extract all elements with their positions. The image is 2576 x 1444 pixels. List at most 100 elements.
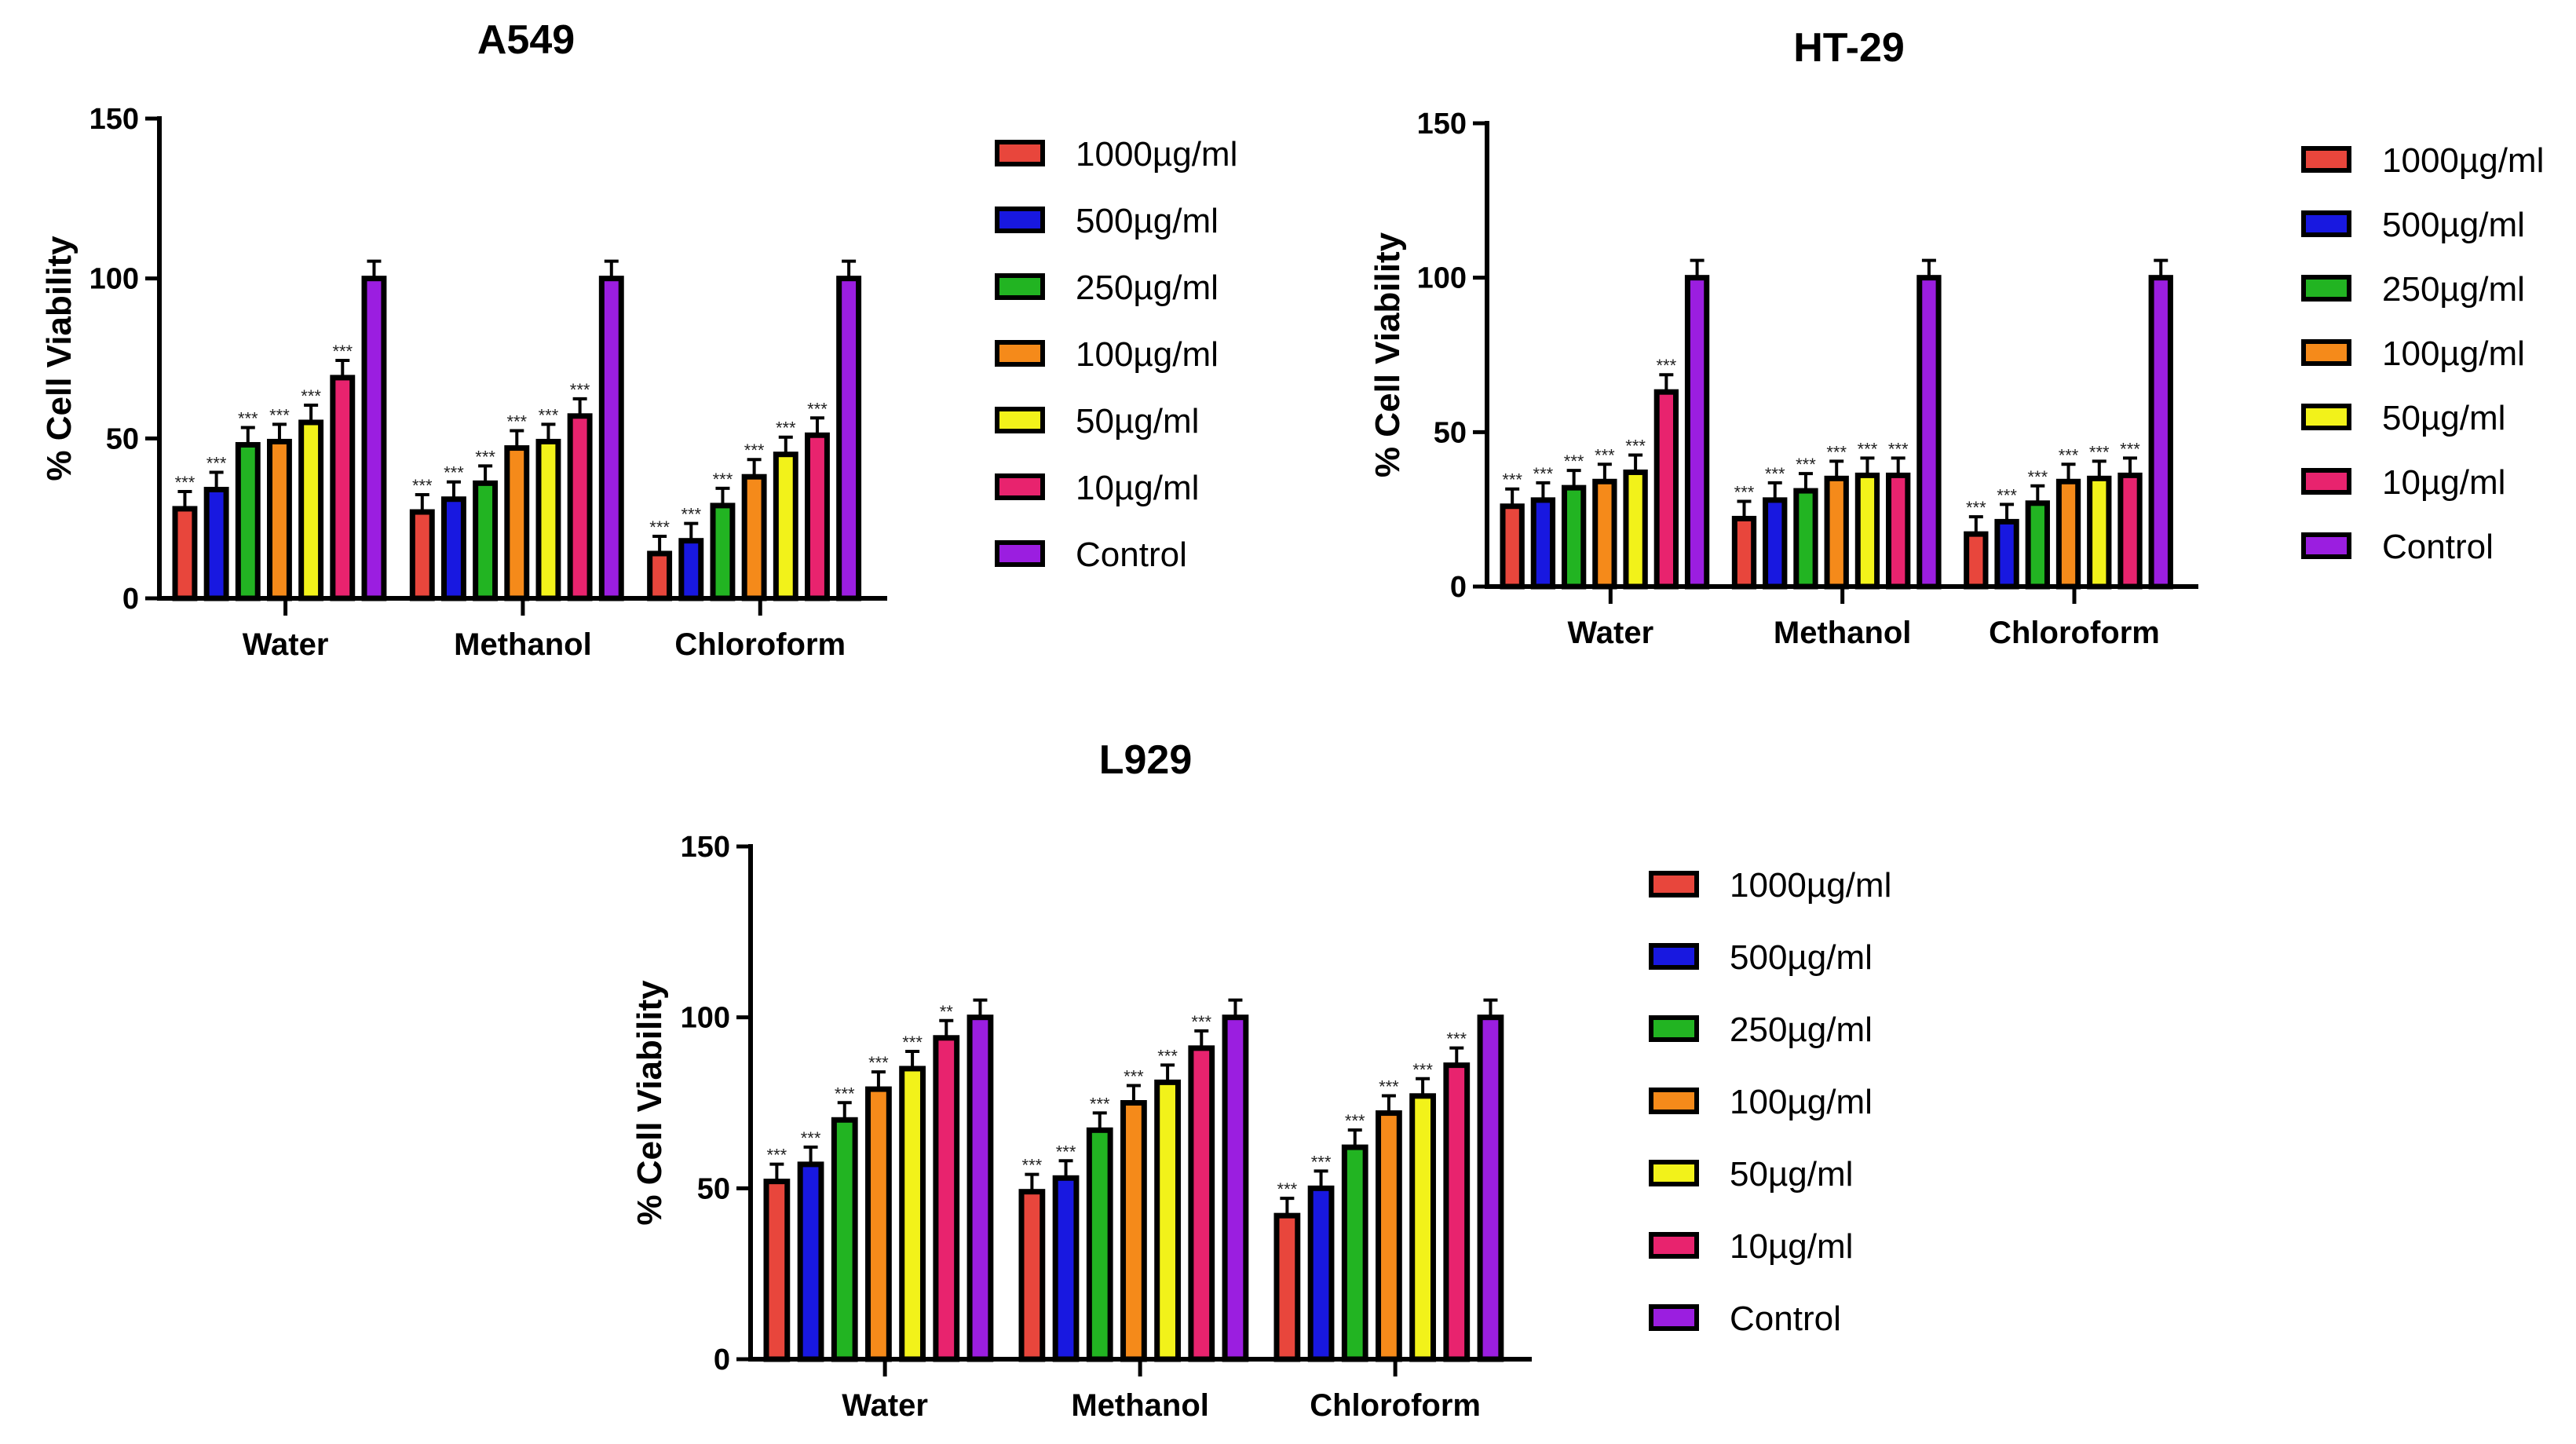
significance-label: *** [332,342,353,361]
significance-label: *** [1022,1156,1043,1175]
significance-label: *** [1090,1094,1110,1113]
significance-label: *** [1345,1111,1365,1131]
legend-label: 50µg/ml [1730,1155,1853,1194]
bar-1000gml [647,550,673,601]
y-tick-label: 100 [681,1002,730,1035]
significance-label: *** [902,1033,923,1052]
legend-label: 50µg/ml [1076,402,1199,441]
legend-label: 10µg/ml [2382,463,2505,502]
bar-100gml [1824,475,1849,590]
significance-label: *** [2120,439,2140,459]
bar-10gml [805,432,830,601]
significance-label: *** [506,412,527,432]
significance-label: *** [444,463,464,483]
y-axis-label: % Cell Viability [1368,232,1407,477]
significance-label: *** [1595,445,1615,465]
significance-label: *** [1796,455,1816,474]
legend-label: Control [1730,1300,1841,1338]
significance-label: *** [1379,1077,1399,1097]
bar-1000gml [763,1179,791,1362]
y-tick-label: 50 [697,1172,730,1205]
chart-a549: A549 % Cell Viability 0 50 100 150 Water *** ***… [40,17,1237,662]
significance-label: *** [1277,1179,1298,1199]
legend-swatch [2301,146,2351,173]
significance-label: *** [1533,464,1554,484]
significance-label: *** [1858,439,1878,459]
bar-500gml [797,1161,824,1362]
y-tick-label: 150 [681,831,730,864]
bar-1000gml [1731,515,1757,590]
legend-swatch [2301,339,2351,366]
legend-label: 100µg/ml [1730,1083,1873,1121]
legend-swatch [995,140,1045,166]
bar-50gml [1154,1079,1181,1362]
bar-50gml [535,438,561,601]
chart-title: L929 [1099,737,1193,783]
legend-label: 100µg/ml [2382,334,2525,373]
legend-label: 1000µg/ml [1076,135,1237,174]
significance-label: *** [2059,445,2079,465]
chart-title: A549 [477,17,575,63]
bar-100gml [504,445,530,601]
bar-control [1684,275,1710,590]
legend-swatch [995,340,1045,367]
legend-swatch [995,273,1045,300]
y-tick-label: 150 [1417,108,1467,141]
bar-10gml [1886,472,1911,590]
legend-swatch [2301,210,2351,237]
bar-250gml [831,1117,858,1362]
significance-label: *** [713,470,733,489]
bar-500gml [1994,518,2019,590]
bar-control [836,276,862,601]
bar-50gml [1854,472,1880,590]
bar-100gml [2055,478,2081,590]
significance-label: *** [1446,1029,1467,1049]
significance-label: *** [1625,436,1646,455]
y-tick-label: 100 [1417,262,1467,295]
significance-label: *** [1157,1046,1178,1066]
y-tick-label: 0 [714,1343,730,1376]
significance-label: *** [1765,464,1785,484]
legend-label: 1000µg/ml [2382,141,2544,180]
legend-swatch [1649,1232,1699,1259]
bar-control [1222,1014,1249,1362]
bar-50gml [2087,475,2112,590]
bar-100gml [1376,1110,1402,1362]
chart-title: HT-29 [1793,25,1905,71]
legend-label: Control [2382,528,2494,566]
significance-label: *** [1997,485,2017,505]
bar-250gml [1793,488,1818,590]
legend-swatch [995,473,1045,500]
significance-label: *** [1888,439,1909,459]
legend-label: Control [1076,536,1187,574]
chart-l929: L929% Cell Viability050100150Water******… [630,737,1891,1423]
bar-50gml [899,1066,926,1362]
bar-1000gml [409,509,435,601]
bar-10gml [1188,1045,1215,1362]
legend-label: 10µg/ml [1076,469,1199,507]
y-tick-label: 0 [1450,571,1467,604]
bar-10gml [933,1035,960,1362]
significance-label: *** [1826,442,1847,462]
y-tick-label: 50 [106,422,139,455]
legend-label: 100µg/ml [1076,335,1219,374]
bar-control [1477,1014,1504,1362]
significance-label: *** [238,408,258,428]
significance-label: *** [2027,467,2048,487]
bar-control [598,276,624,601]
significance-label: *** [1734,482,1755,502]
legend-swatch [1649,1160,1699,1186]
x-tick-label: Water [243,627,329,662]
x-tick-label: Methanol [1774,616,1912,650]
legend-swatch [2301,275,2351,302]
significance-label: *** [1564,451,1584,471]
legend-label: 500µg/ml [2382,206,2525,244]
bar-500gml [1307,1185,1335,1362]
bar-1000gml [1018,1189,1046,1362]
significance-label: *** [1056,1142,1076,1161]
significance-label: *** [301,386,321,406]
significance-label: *** [475,447,495,466]
legend-swatch [995,540,1045,567]
bar-50gml [1409,1093,1436,1362]
